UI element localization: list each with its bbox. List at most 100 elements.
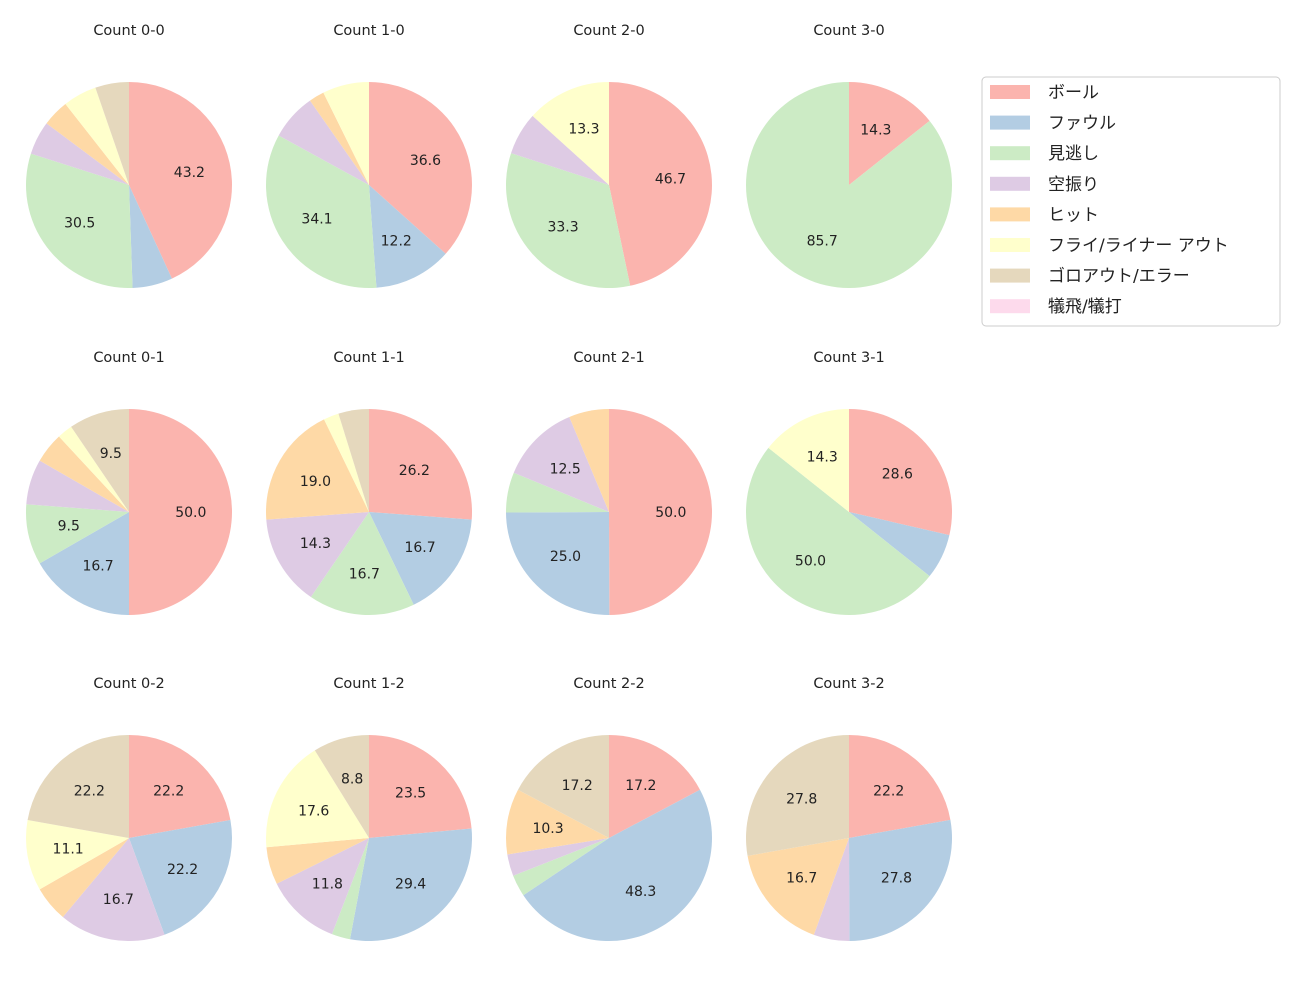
pie-slice (278, 100, 369, 185)
slice-label: 9.5 (100, 446, 122, 462)
pie-slice (569, 409, 609, 512)
pie-slice (506, 512, 610, 616)
pie-slice (746, 447, 930, 615)
pie-slice (39, 512, 129, 615)
pie-slice (314, 735, 369, 838)
pie-slice (27, 735, 129, 838)
pie-title: Count 1-2 (333, 676, 404, 692)
slice-label: 28.6 (882, 467, 913, 483)
legend-swatch (990, 146, 1030, 161)
legend-label: 犠飛/犠打 (1048, 297, 1122, 317)
pie-count-3-2: Count 3-2 22.2 27.8 16.7 27.8 (746, 676, 952, 942)
pie-count-1-2: Count 1-2 23.5 29.4 11.8 17.6 8.8 (266, 676, 472, 941)
pie-slice (505, 153, 631, 288)
pie-slice (266, 135, 377, 288)
slice-label: 27.8 (881, 871, 912, 887)
pie-slice (129, 409, 232, 615)
legend-swatch (990, 176, 1030, 191)
legend-swatch (990, 299, 1030, 314)
pie-title: Count 0-2 (93, 676, 164, 692)
legend-label: フライ/ライナー アウト (1048, 236, 1229, 256)
slice-label: 22.2 (74, 784, 105, 800)
pie-slice (129, 819, 233, 935)
slice-label: 9.5 (58, 519, 80, 535)
pie-title: Count 2-0 (573, 23, 644, 39)
slice-label: 33.3 (547, 219, 578, 235)
legend-label: ゴロアウト/エラー (1048, 266, 1190, 287)
slice-label: 11.8 (312, 877, 343, 893)
legend-swatch (990, 115, 1030, 130)
pie-title: Count 3-1 (813, 350, 884, 366)
slice-label: 46.7 (655, 172, 686, 188)
slice-label: 11.1 (53, 842, 84, 858)
pie-count-1-1: Count 1-1 26.2 16.7 16.7 14.3 19.0 (266, 350, 472, 615)
legend-swatch (990, 238, 1030, 252)
pie-slice (65, 87, 129, 185)
pie-slice (30, 123, 130, 185)
pie-count-0-2: Count 0-2 22.2 22.2 16.7 11.1 22.2 (25, 676, 233, 941)
pie-slice (338, 409, 369, 512)
legend-swatch (990, 85, 1030, 99)
pie-title: Count 2-2 (573, 676, 644, 692)
pie-slice (849, 735, 951, 838)
pie-title: Count 3-0 (813, 23, 884, 39)
pie-slice (513, 416, 609, 512)
slice-label: 17.2 (562, 778, 593, 794)
pie-slice (324, 413, 369, 512)
pie-slice (71, 409, 129, 512)
slice-label: 85.7 (807, 234, 838, 250)
slice-label: 8.8 (341, 772, 363, 788)
pie-slice (266, 419, 369, 520)
pie-slice (506, 472, 609, 513)
slice-label: 12.5 (550, 461, 581, 477)
slice-label: 34.1 (301, 211, 332, 227)
pie-slice (747, 838, 849, 935)
pie-slice (518, 735, 609, 838)
slice-label: 17.6 (298, 803, 329, 819)
slice-label: 27.8 (786, 791, 817, 807)
slice-label: 16.7 (786, 871, 817, 887)
pie-title: Count 0-1 (93, 350, 164, 366)
pie-title: Count 1-1 (333, 350, 404, 366)
pie-count-0-0: Count 0-0 43.2 30.5 (25, 23, 232, 288)
pie-slice (309, 92, 369, 185)
slice-label: 29.4 (395, 877, 426, 893)
pie-slice (849, 512, 950, 577)
pie-slice (46, 103, 129, 185)
slice-label: 14.3 (300, 536, 331, 552)
legend-label: 見逃し (1048, 144, 1099, 164)
slice-label: 14.3 (860, 122, 891, 138)
pie-slice (532, 82, 609, 185)
slice-label: 25.0 (550, 549, 581, 565)
pie-slice (26, 460, 129, 512)
pie-title: Count 1-0 (333, 23, 404, 39)
pie-slice (369, 735, 472, 838)
pie-slice (849, 409, 952, 536)
legend-frame (981, 76, 1281, 327)
pie-slice (507, 838, 609, 876)
legend-label: 空振り (1048, 175, 1099, 195)
pie-slice (369, 82, 473, 254)
pie-slice (129, 735, 231, 838)
pie-slice (813, 838, 850, 942)
pie-slice (609, 409, 713, 615)
slice-label: 30.5 (64, 215, 95, 231)
pie-slice (62, 838, 165, 941)
pie-slice (266, 838, 369, 884)
slice-label: 36.6 (410, 153, 441, 169)
slice-label: 14.3 (807, 449, 838, 465)
pie-title: Count 2-1 (573, 350, 644, 366)
pie-count-3-1: Count 3-1 28.6 50.0 14.3 (746, 350, 952, 615)
slice-label: 50.0 (655, 505, 686, 521)
pie-slice (609, 82, 712, 286)
pie-slice (511, 115, 609, 185)
pie-slice (95, 82, 129, 185)
legend-label: ファウル (1048, 114, 1116, 134)
slice-label: 23.5 (395, 785, 426, 801)
pie-slice (746, 735, 849, 856)
pie-slice (25, 504, 130, 564)
pie-slice (849, 819, 952, 941)
pie-count-2-2: Count 2-2 17.2 48.3 10.3 17.2 (506, 676, 712, 941)
